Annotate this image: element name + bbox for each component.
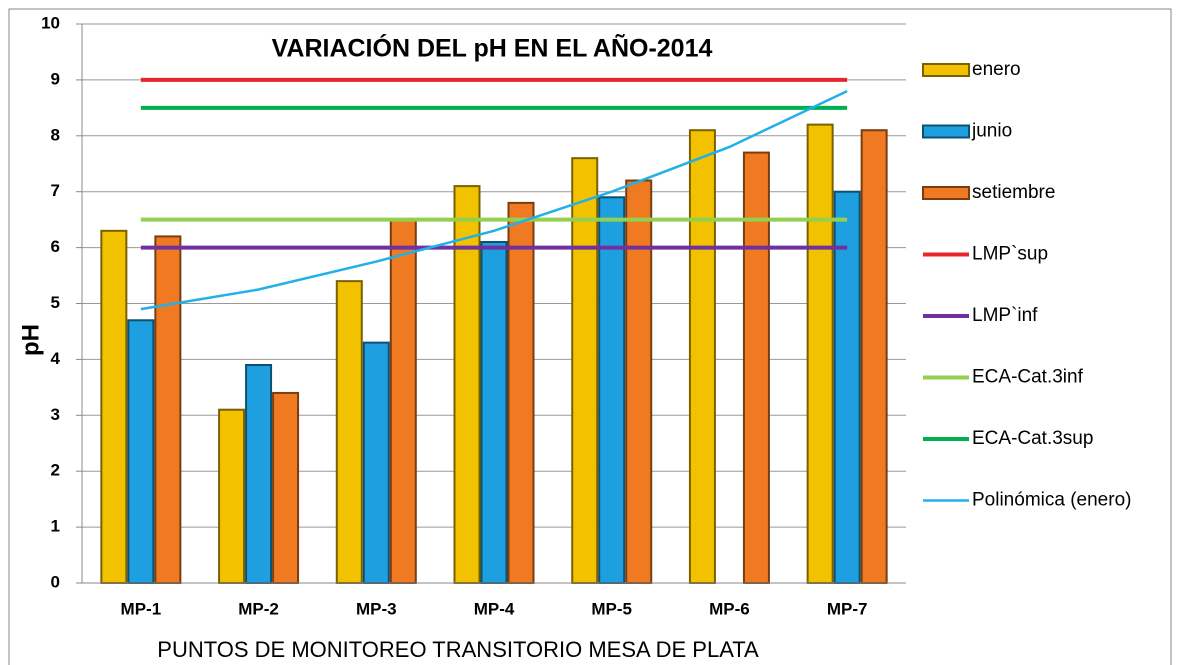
bar xyxy=(860,129,888,585)
bar xyxy=(389,218,417,584)
legend-label: setiembre xyxy=(972,182,1055,203)
y-tick-label: 10 xyxy=(41,13,60,32)
y-tick-label: 3 xyxy=(51,405,60,424)
legend-label: enero xyxy=(972,59,1021,80)
y-tick-label: 6 xyxy=(51,237,60,256)
bar xyxy=(218,408,246,584)
x-tick-label: MP-5 xyxy=(591,599,632,618)
legend-label: junio xyxy=(971,121,1012,142)
y-tick-label: 1 xyxy=(51,517,60,536)
y-tick-label: 8 xyxy=(51,125,60,144)
bar xyxy=(598,196,626,584)
bar xyxy=(272,391,300,584)
line xyxy=(140,89,848,311)
bar xyxy=(100,229,128,585)
bar xyxy=(453,185,481,585)
x-axis-label: PUNTOS DE MONITOREO TRANSITORIO MESA DE … xyxy=(157,637,759,662)
legend-swatch xyxy=(922,63,970,77)
legend-label: LMP`inf xyxy=(972,305,1038,326)
bar xyxy=(688,129,716,585)
x-tick-label: MP-2 xyxy=(238,599,279,618)
bar xyxy=(806,123,834,585)
y-tick-label: 2 xyxy=(51,461,60,480)
chart-border xyxy=(8,8,1172,665)
bar xyxy=(154,235,182,584)
bar xyxy=(480,241,508,584)
y-tick-label: 5 xyxy=(51,293,60,312)
x-tick-label: MP-1 xyxy=(121,599,162,618)
bar xyxy=(625,179,653,585)
legend-label: LMP`sup xyxy=(972,244,1048,265)
y-tick-label: 7 xyxy=(51,181,60,200)
bar xyxy=(362,341,390,584)
y-tick-label: 9 xyxy=(51,69,60,88)
bar xyxy=(335,280,363,584)
y-axis-label: pH xyxy=(17,324,44,356)
bar xyxy=(833,190,861,584)
x-tick-label: MP-3 xyxy=(356,599,397,618)
x-tick-label: MP-6 xyxy=(709,599,750,618)
bar xyxy=(245,363,273,584)
chart-title: VARIACIÓN DEL pH EN EL AÑO-2014 xyxy=(272,33,713,63)
y-tick-label: 4 xyxy=(51,349,61,368)
bar xyxy=(571,157,599,584)
x-tick-label: MP-7 xyxy=(827,599,868,618)
legend-swatch xyxy=(922,124,970,139)
bar xyxy=(742,151,770,584)
legend-label: ECA-Cat.3inf xyxy=(972,367,1084,388)
legend-label: Polinómica (enero) xyxy=(972,490,1131,511)
legend-swatch xyxy=(922,186,970,200)
bar xyxy=(127,319,155,584)
y-tick-label: 0 xyxy=(51,572,60,591)
x-tick-label: MP-4 xyxy=(474,599,515,618)
legend-label: ECA-Cat.3sup xyxy=(972,428,1093,449)
bar xyxy=(507,201,535,584)
